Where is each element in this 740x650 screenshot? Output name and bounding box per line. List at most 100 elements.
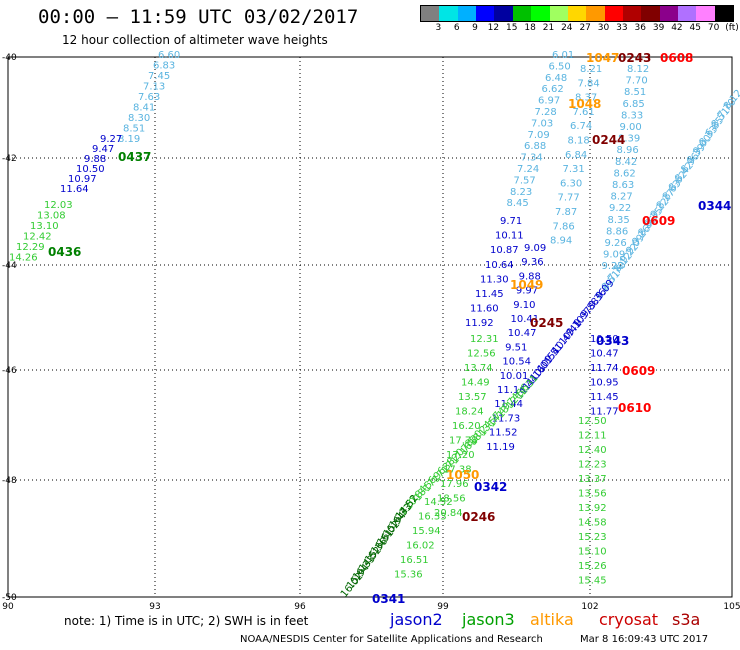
- wave-height-value: 10.47: [590, 349, 619, 360]
- color-swatch-11: [622, 6, 642, 21]
- wave-height-value: 9.22: [609, 203, 631, 214]
- color-swatch-16: [714, 6, 734, 21]
- color-scale-label: 36: [634, 23, 646, 33]
- wave-height-value: 6.62: [542, 84, 564, 95]
- wave-height-value: 6.85: [623, 99, 645, 110]
- wave-height-value: 12.56: [467, 349, 496, 360]
- color-swatch-13: [659, 6, 679, 21]
- wave-height-value: 15.10: [578, 547, 607, 558]
- wave-height-value: 11.52: [489, 428, 518, 439]
- lon-label: 105: [723, 602, 740, 612]
- color-swatch-12: [641, 6, 660, 21]
- legend-s3a: s3a: [672, 610, 701, 629]
- color-swatch-15: [696, 6, 715, 21]
- wave-height-value: 9.09: [603, 250, 625, 261]
- color-swatch-5: [512, 6, 532, 21]
- color-swatch-8: [567, 6, 587, 21]
- time-label: 0341: [372, 592, 405, 606]
- wave-height-value: 9.36: [521, 257, 543, 268]
- wave-height-value: 11.92: [465, 318, 494, 329]
- wave-height-value: 12.11: [578, 431, 607, 442]
- color-scale-label: 24: [561, 23, 573, 33]
- wave-height-value: 9.26: [605, 238, 627, 249]
- wave-height-value: 9.47: [92, 144, 114, 155]
- time-label: 0342: [474, 480, 507, 494]
- wave-height-value: 6.30: [560, 178, 582, 189]
- color-swatch-6: [531, 6, 550, 21]
- wave-height-value: 8.37: [575, 93, 597, 104]
- wave-height-value: 6.84: [565, 150, 587, 161]
- lon-label: 96: [294, 602, 306, 612]
- wave-height-value: 8.33: [621, 110, 643, 121]
- wave-height-value: 17.20: [446, 450, 475, 461]
- wave-height-value: 8.41: [133, 103, 155, 114]
- wave-height-value: 11.60: [470, 304, 499, 315]
- time-label: 0608: [660, 51, 693, 65]
- wave-height-value: 11.30: [480, 274, 509, 285]
- time-label: 1047: [586, 51, 619, 65]
- wave-height-value: 6.83: [153, 61, 175, 72]
- wave-height-value: 12.42: [23, 232, 52, 243]
- wave-height-value: 9.88: [84, 154, 106, 165]
- map-frame: [7, 56, 733, 598]
- wave-height-value: 9.27: [100, 134, 122, 145]
- time-label: 0609: [622, 364, 655, 378]
- legend-jason3: jason3: [462, 610, 515, 629]
- lat-label: -42: [2, 154, 17, 164]
- color-scale-label: 3: [435, 23, 442, 33]
- wave-height-value: 7.70: [626, 76, 648, 87]
- wave-height-value: 10.50: [76, 164, 105, 175]
- wave-height-value: 8.51: [624, 87, 646, 98]
- wave-height-value: 11.19: [486, 442, 515, 453]
- color-scale-labels: 3 6 9 12 15 18 21 24 27 30 33 36 39 42 45 70 (ft): [420, 23, 740, 35]
- wave-height-value: 7.86: [553, 221, 575, 232]
- wave-height-value: 11.44: [494, 399, 523, 410]
- lat-label: -46: [2, 366, 17, 376]
- time-label: 0245: [530, 316, 563, 330]
- color-scale: [420, 5, 734, 22]
- wave-height-value: 9.00: [620, 122, 642, 133]
- wave-height-value: 7.03: [531, 118, 553, 129]
- wave-height-value: 9.22: [602, 261, 624, 272]
- lat-label: -50: [2, 593, 17, 603]
- color-swatch-4: [494, 6, 513, 21]
- legend-cryosat: cryosat: [599, 610, 659, 629]
- wave-height-value: 10.50: [590, 334, 619, 345]
- time-label: 0244: [592, 133, 625, 147]
- color-swatch-3: [476, 6, 495, 21]
- wave-height-value: 8.86: [606, 226, 628, 237]
- color-swatch-2: [457, 6, 477, 21]
- time-label: 0437: [118, 150, 151, 164]
- lon-label: 99: [437, 602, 449, 612]
- legend-altika: altika: [530, 610, 574, 629]
- wave-height-value: 13.10: [30, 221, 59, 232]
- wave-height-value: 11.64: [60, 184, 89, 195]
- wave-height-value: 10.41: [511, 314, 540, 325]
- wave-height-value: 7.63: [138, 92, 160, 103]
- lat-label: -48: [2, 476, 17, 486]
- wave-height-value: 11.45: [475, 289, 504, 300]
- wave-height-value: 9.10: [513, 300, 535, 311]
- wave-height-value: 9.97: [516, 286, 538, 297]
- page-subtitle: 12 hour collection of altimeter wave hei…: [62, 33, 328, 47]
- wave-height-value: 7.57: [514, 175, 536, 186]
- wave-height-value: 11.77: [590, 407, 619, 418]
- color-scale-label: 15: [506, 23, 518, 33]
- wave-height-value: 17.78: [449, 436, 478, 447]
- wave-height-value: 7.87: [555, 207, 577, 218]
- wave-height-value: 6.48: [545, 73, 567, 84]
- wave-height-value: 16.51: [400, 555, 429, 566]
- wave-height-value: 7.77: [558, 193, 580, 204]
- wave-height-value: 8.19: [118, 134, 140, 145]
- lat-label: -44: [2, 261, 17, 271]
- color-scale-label: 30: [597, 23, 610, 33]
- wave-height-value: 8.51: [123, 124, 145, 135]
- wave-height-value: 17.38: [443, 465, 472, 476]
- lon-label: 102: [581, 602, 598, 612]
- wave-height-value: 14.52: [424, 497, 453, 508]
- wave-height-value: 18.24: [455, 407, 484, 418]
- wave-height-value: 9.09: [524, 243, 546, 254]
- wave-height-value: 14.49: [461, 378, 490, 389]
- time-label: 0436: [48, 245, 81, 259]
- wave-height-value: 16.33: [418, 512, 447, 523]
